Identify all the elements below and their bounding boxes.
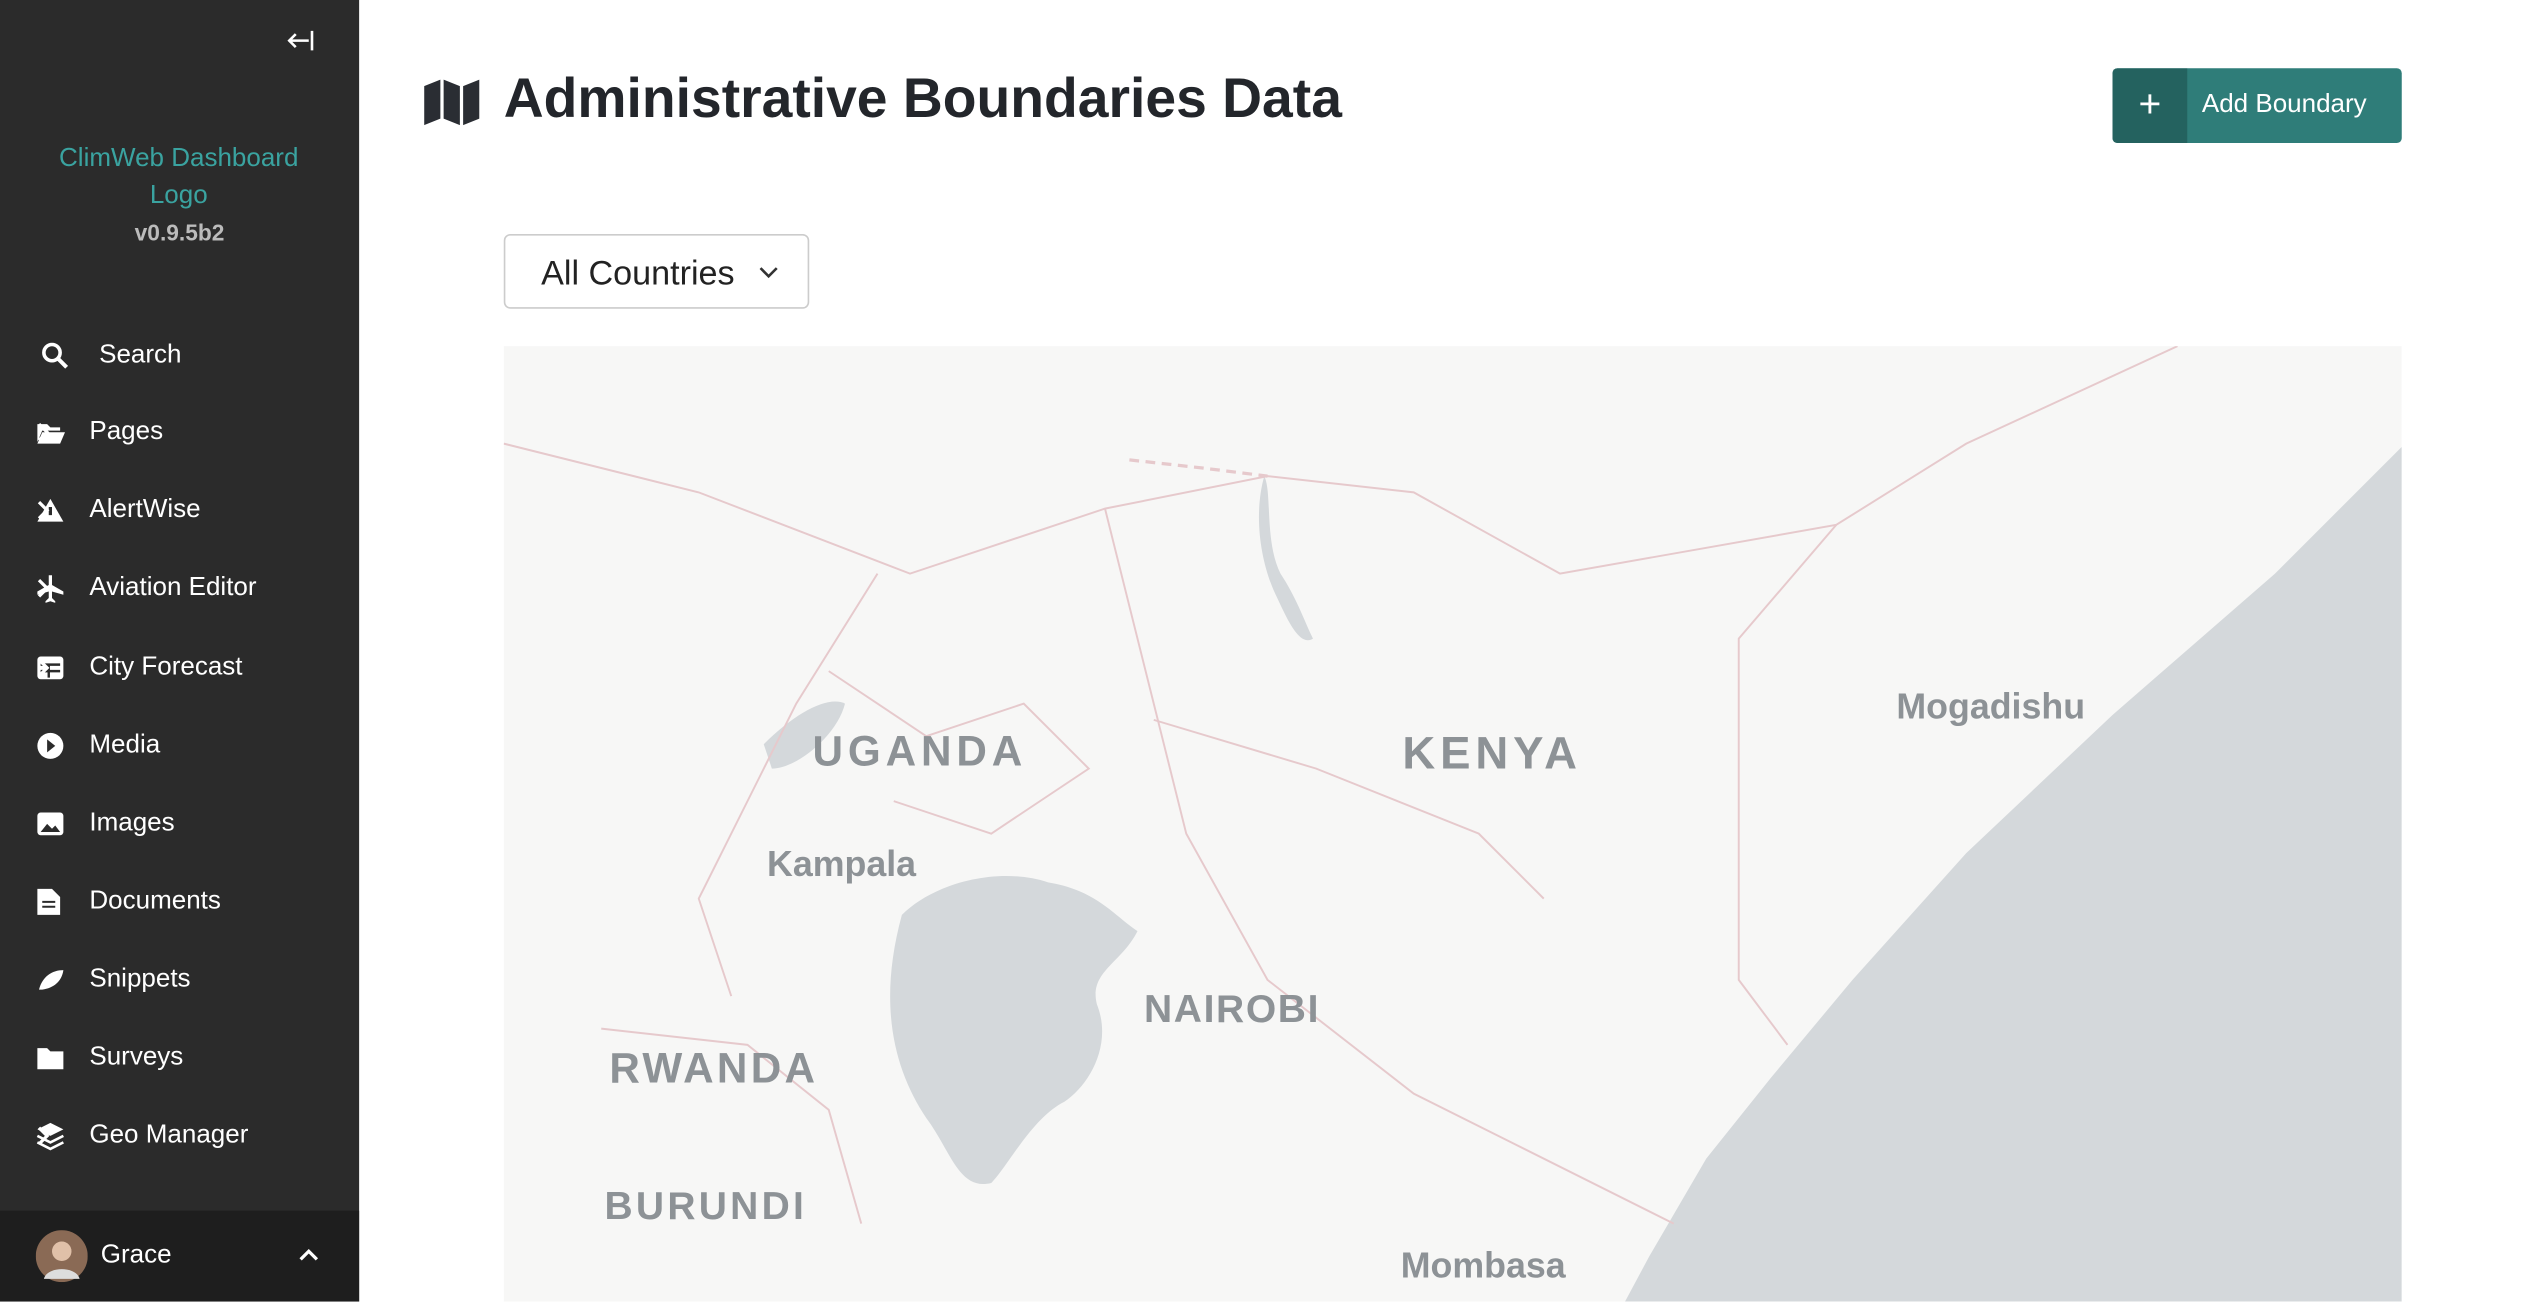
version: v0.9.5b2 — [134, 219, 225, 246]
sidebar: ClimWeb Dashboard Logo v0.9.5b2 Search P… — [0, 0, 360, 1302]
map-label: RWANDA — [609, 1044, 818, 1091]
label: AlertWise — [89, 495, 201, 524]
menu-item[interactable]: Surveys — [0, 1025, 359, 1090]
chevron — [759, 267, 778, 279]
search[interactable]: Search — [0, 323, 359, 388]
add-boundary-button[interactable]: + Add Boundary — [2112, 68, 2402, 143]
label: Images — [89, 809, 175, 837]
chevron — [299, 1248, 319, 1261]
label: Documents — [89, 887, 221, 915]
label: City Forecast — [89, 653, 243, 681]
menu-item[interactable]: Snippets — [0, 947, 359, 1012]
menu-item[interactable]: Aviation Editor — [0, 556, 359, 621]
menu-item[interactable]: AlertWise — [0, 478, 359, 543]
map-label: NAIROBI — [1144, 988, 1320, 1031]
logo: ClimWeb Dashboard Logo — [59, 144, 299, 210]
map-icon — [424, 79, 480, 126]
menu-item[interactable]: Media — [0, 713, 359, 778]
label: Geo Manager — [89, 1121, 249, 1149]
button-label: Add Boundary — [2201, 91, 2367, 119]
label: Snippets — [89, 965, 191, 993]
page-title: Administrative Boundaries Data — [503, 68, 1342, 130]
avatar — [35, 1230, 88, 1283]
menu-item[interactable]: Pages — [0, 400, 359, 465]
map-label: BURUNDI — [605, 1185, 808, 1228]
user-menu[interactable]: Grace — [0, 1210, 360, 1302]
user-name: Grace — [100, 1241, 172, 1270]
selected: All Countries — [541, 255, 735, 293]
menu-item[interactable]: Images — [0, 791, 359, 856]
menu-item[interactable]: City Forecast — [0, 635, 359, 700]
map-label: KENYA — [1402, 728, 1581, 779]
label: Pages — [89, 417, 164, 446]
label: Surveys — [89, 1043, 184, 1071]
label: Search — [99, 341, 182, 369]
plus-icon: + — [2112, 68, 2188, 143]
map[interactable]: UGANDA KENYA Kampala NAIROBI Mogadishu RWANDA… — [503, 346, 2402, 1302]
menu-item[interactable]: Documents — [0, 869, 359, 934]
map-label: Kampala — [767, 844, 917, 884]
collapse-button[interactable] — [284, 28, 317, 54]
label: Media — [89, 731, 161, 759]
menu-item[interactable]: Geo Manager — [0, 1103, 359, 1168]
map-label: Mogadishu — [1896, 686, 2085, 726]
label: Aviation Editor — [89, 573, 257, 602]
map-label: Mombasa — [1401, 1245, 1567, 1285]
map-label: UGANDA — [813, 727, 1028, 774]
country-select[interactable]: All Countries — [503, 234, 810, 309]
